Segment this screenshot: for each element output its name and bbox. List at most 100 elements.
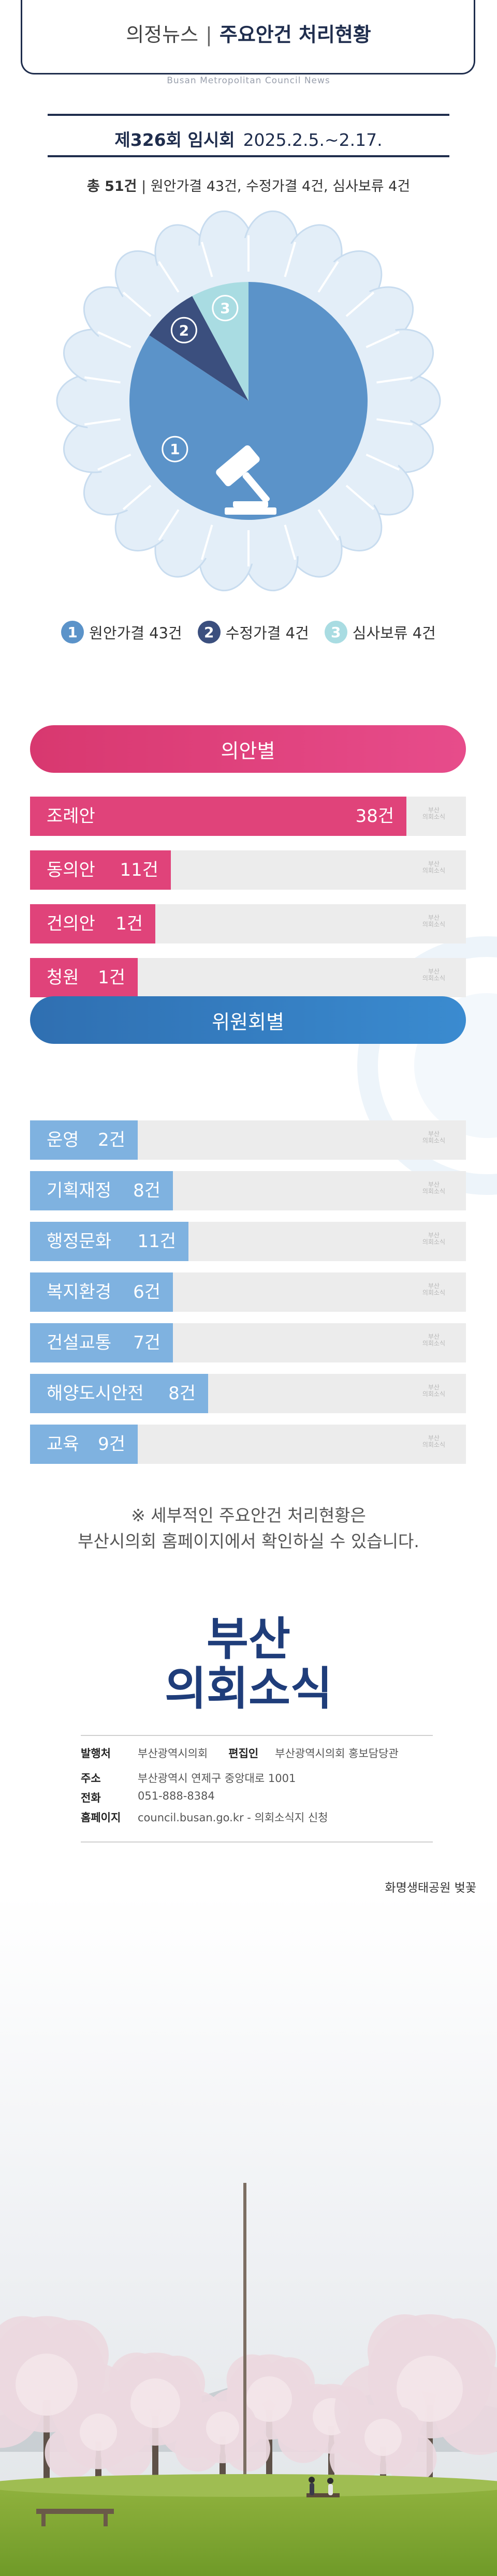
committee-category-label: 교육 [47, 1434, 79, 1455]
legend-label: 원안가결 43건 [89, 624, 182, 642]
phone-label: 전화 [81, 1792, 101, 1804]
council-news-logo: 부산 의회소식 [0, 1614, 497, 1713]
committee-row: 운영 2건 부산 의회소식 [30, 1120, 466, 1160]
session-rule-top [48, 114, 449, 116]
header-category: 의정뉴스 [126, 23, 199, 46]
committee-category-label: 해양도시안전 [47, 1383, 144, 1404]
bill-type-row: 청원 1건 부산 의회소식 [30, 958, 466, 997]
logo-line-1: 부산 [207, 1612, 290, 1666]
pie-label-ring-2 [170, 317, 197, 343]
committee-row: 해양도시안전 8건 부산 의회소식 [30, 1374, 466, 1413]
cherry-trees [0, 2183, 497, 2493]
bill-type-row: 동의안 11건 부산 의회소식 [30, 850, 466, 890]
committee-row: 복지환경 6건 부산 의회소식 [30, 1272, 466, 1312]
committee-value-label: 8건 [168, 1383, 196, 1404]
section-pill-bill-type: 의안별 [30, 725, 466, 773]
address-value: 부산광역시 연제구 중앙대로 1001 [138, 1772, 296, 1785]
bill-type-value-label: 38건 [355, 806, 394, 827]
pie-slices [129, 282, 368, 520]
council-logo-watermark: 부산 의회소식 [422, 968, 445, 982]
committee-row: 교육 9건 부산 의회소식 [30, 1425, 466, 1464]
park-bench [36, 2509, 114, 2526]
page-title: 의정뉴스 | 주요안건 처리현황 [0, 19, 497, 47]
bill-type-category-label: 건의안 [47, 913, 95, 934]
committee-bar [30, 1425, 138, 1464]
phone-row: 전화 051-888-8384 [81, 1790, 215, 1805]
bill-type-category-label: 동의안 [47, 860, 95, 880]
publisher-label: 발행처 [81, 1747, 111, 1760]
bill-type-bar [30, 904, 155, 943]
summary-detail: 원안가결 43건, 수정가결 4건, 심사보류 4건 [150, 178, 411, 194]
header-frame [21, 0, 475, 74]
session-dates: 2025.2.5.~2.17. [243, 130, 383, 150]
committee-category-label: 복지환경 [47, 1282, 112, 1302]
legend-item-1: 1 원안가결 43건 [61, 621, 182, 643]
legend-number-badge: 2 [197, 621, 221, 643]
committee-bar [30, 1171, 173, 1210]
committee-value-label: 8건 [133, 1180, 160, 1201]
committee-category-label: 건설교통 [47, 1332, 112, 1353]
pie-slice-3 [192, 282, 248, 401]
phone-value: 051-888-8384 [138, 1790, 215, 1802]
section-pill-committee: 위원회별 [30, 996, 466, 1044]
session-line: 제326회 임시회 2025.2.5.~2.17. [0, 126, 497, 151]
council-logo-watermark: 부산 의회소식 [422, 1232, 445, 1246]
bill-type-bar [30, 850, 171, 890]
publisher-value: 부산광역시의회 [138, 1747, 208, 1760]
photo-caption: 화명생태공원 벚꽃 [385, 1881, 476, 1895]
info-note: ※ 세부적인 주요안건 처리현황은 부산시의회 홈페이지에서 확인하실 수 있습… [0, 1503, 497, 1554]
editor-label: 편집인 [228, 1747, 259, 1760]
bill-type-value-label: 1건 [115, 913, 143, 934]
council-logo-watermark: 부산 의회소식 [422, 860, 445, 874]
pie-label-1: 1 [170, 441, 180, 458]
bill-type-category-label: 조례안 [47, 806, 95, 827]
publisher-rule-bottom [81, 1841, 433, 1843]
pie-label-2: 2 [179, 322, 189, 339]
pie-chart: 1 2 3 [56, 210, 441, 592]
cherry-blossom-park-photo [0, 1893, 497, 2576]
council-logo-watermark: 부산 의회소식 [422, 1181, 445, 1195]
homepage-label: 홈페이지 [81, 1811, 121, 1824]
address-row: 주소 부산광역시 연제구 중앙대로 1001 [81, 1770, 296, 1786]
publisher-row: 발행처 부산광역시의회 편집인 부산광역시의회 홍보담당관 [81, 1745, 399, 1761]
editor-value: 부산광역시의회 홍보담당관 [275, 1747, 399, 1760]
committee-value-label: 11건 [137, 1231, 176, 1252]
pie-labels: 1 2 3 [162, 295, 239, 462]
summary-line: 총 51건 | 원안가결 43건, 수정가결 4건, 심사보류 4건 [86, 178, 411, 194]
council-logo-watermark: 부산 의회소식 [422, 1333, 445, 1347]
legend-label: 심사보류 4건 [352, 624, 436, 642]
legend-number-badge: 1 [61, 621, 84, 643]
header-subtitle-text: Busan Metropolitan Council News [159, 76, 338, 86]
legend-number-badge: 3 [324, 621, 347, 643]
bill-type-bar [30, 797, 407, 836]
council-logo-watermark: 부산 의회소식 [422, 914, 445, 928]
people-on-bench [306, 2477, 340, 2497]
committee-bar [30, 1374, 208, 1413]
legend-item-2: 2 수정가결 4건 [197, 621, 309, 643]
grass-edge [0, 2474, 497, 2497]
committee-row: 행정문화 11건 부산 의회소식 [30, 1222, 466, 1261]
committee-category-label: 기획재정 [47, 1180, 112, 1201]
committee-value-label: 7건 [133, 1332, 160, 1353]
homepage-row: 홈페이지 council.busan.go.kr - 의회소식지 신청 [81, 1809, 328, 1825]
council-logo-watermark: 부산 의회소식 [422, 806, 445, 820]
legend-item-3: 3 심사보류 4건 [324, 621, 436, 643]
committee-category-label: 행정문화 [47, 1231, 112, 1252]
pie-label-ring-1 [162, 436, 188, 462]
committee-bar [30, 1272, 173, 1312]
note-line-2: 부산시의회 홈페이지에서 확인하실 수 있습니다. [78, 1531, 419, 1551]
committee-bar [30, 1323, 173, 1362]
homepage-value: council.busan.go.kr - 의회소식지 신청 [138, 1811, 328, 1824]
committee-value-label: 9건 [98, 1434, 125, 1455]
header-title-text: 주요안건 처리현황 [219, 23, 371, 46]
pie-legend: 1 원안가결 43건 2 수정가결 4건 3 심사보류 4건 [0, 621, 497, 643]
bill-type-value-label: 11건 [120, 860, 158, 880]
address-label: 주소 [81, 1772, 101, 1785]
header-subtitle: Busan Metropolitan Council News [0, 76, 497, 86]
council-logo-watermark: 부산 의회소식 [422, 1434, 445, 1448]
title-separator: | [206, 23, 212, 46]
gavel-icon [216, 445, 276, 515]
council-logo-watermark: 부산 의회소식 [422, 1130, 445, 1144]
bill-type-value-label: 1건 [98, 967, 125, 988]
session-name: 제326회 임시회 [114, 130, 235, 150]
